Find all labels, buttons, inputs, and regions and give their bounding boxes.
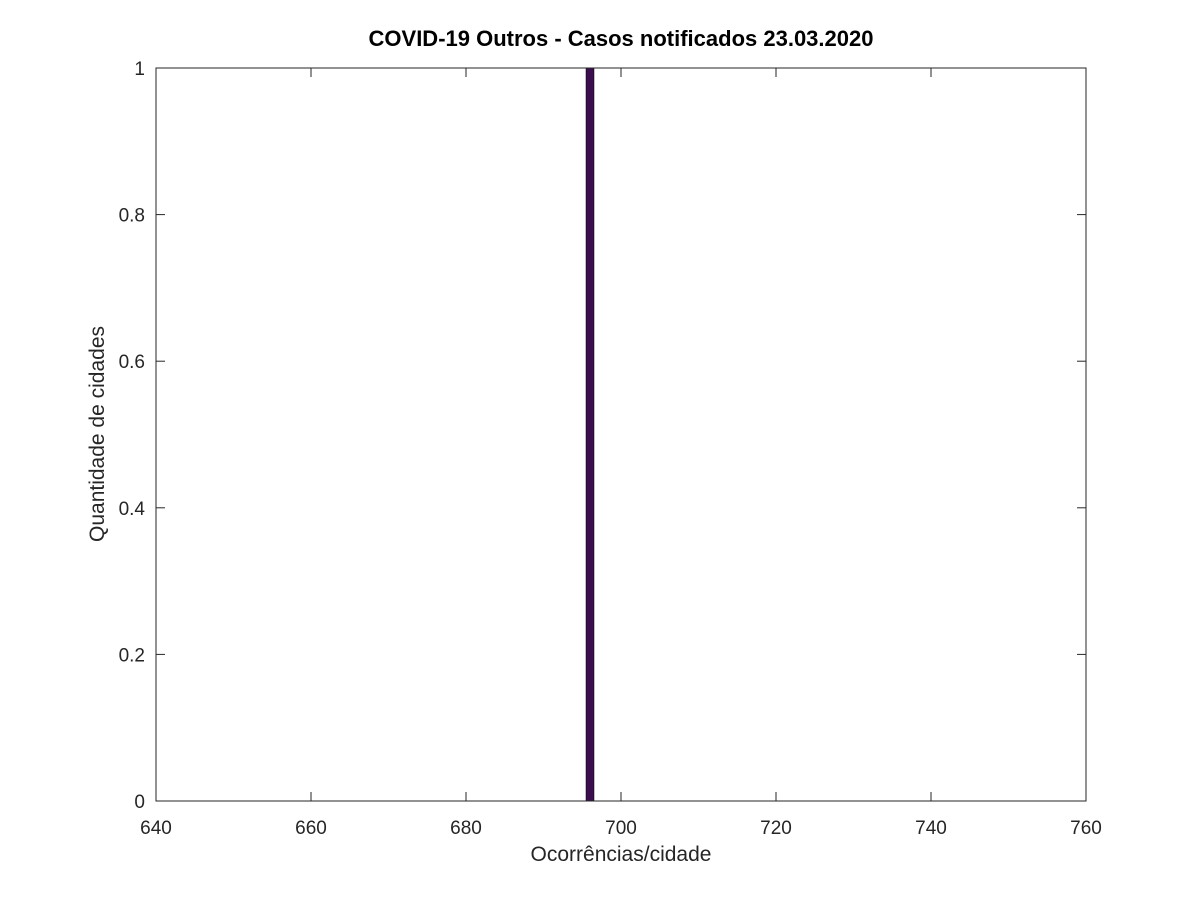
y-tick-label-3: 0.6 [119,352,145,373]
plot-frame [155,67,1087,802]
x-tick-label-2: 680 [450,818,482,839]
x-tick-label-4: 720 [760,818,792,839]
y-tick-label-2: 0.4 [119,499,146,520]
y-tick-label-1: 0.2 [119,645,145,666]
plot-area [156,68,1086,801]
y-axis-label: Quantidade de cidades [86,326,109,542]
x-tick-label-5: 740 [915,818,947,839]
histogram-bar-0 [585,67,595,802]
chart-title: COVID-19 Outros - Casos notificados 23.0… [369,26,874,51]
y-tick-label-4: 0.8 [119,206,145,227]
y-tick-label-5: 1 [134,59,145,80]
x-tick-label-6: 760 [1070,818,1102,839]
x-tick-label-0: 640 [140,818,172,839]
x-tick-label-3: 700 [605,818,637,839]
y-tick-label-0: 0 [134,792,145,813]
ticks-layer: 640 660 680 700 720 740 760 0 0.2 0.4 0.6 0.8 1 [119,59,1102,839]
bars-layer [585,67,595,802]
x-axis-label: Ocorrências/cidade [531,843,712,866]
x-tick-label-1: 660 [295,818,327,839]
